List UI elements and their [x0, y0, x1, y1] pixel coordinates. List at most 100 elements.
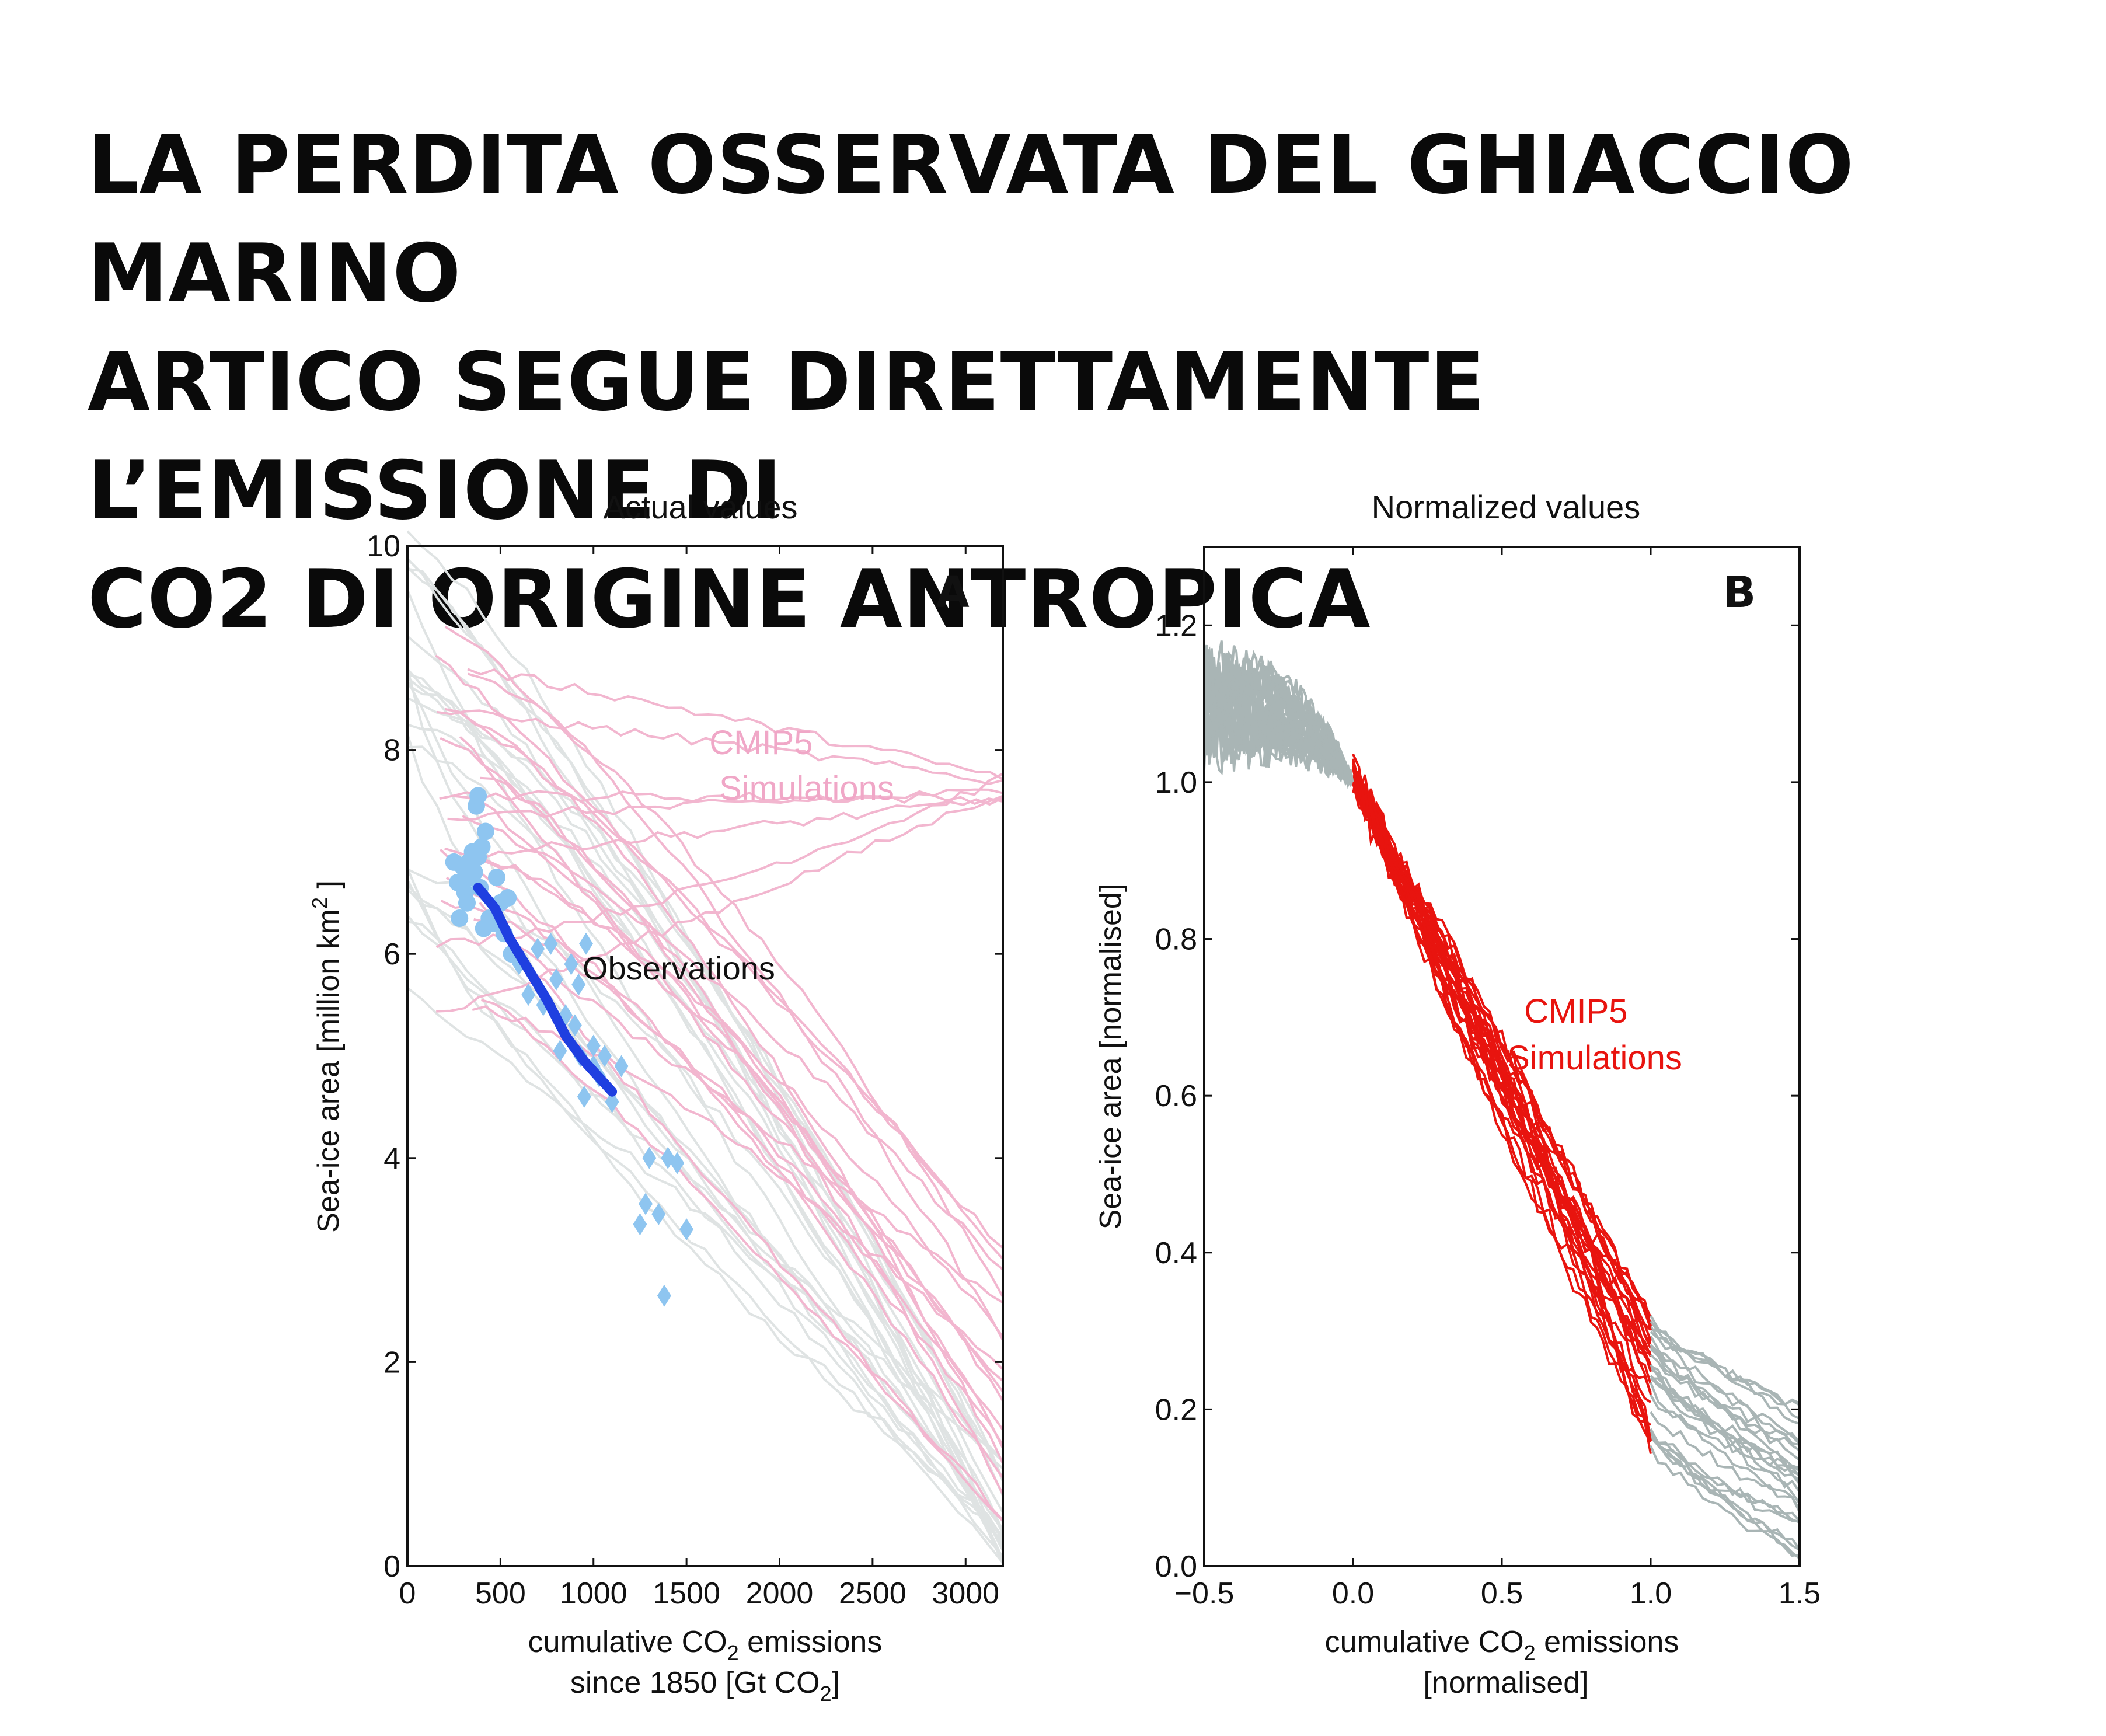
simulation-line-cmip5	[444, 847, 1004, 1338]
observation-point-diamond	[571, 973, 586, 996]
panel-a-ticks: 0 500 1000 1500 2000 2500 3000 0 2 4 6 8 10	[367, 529, 1003, 1610]
panel-b-ticks: −0.5 0.0 0.5 1.0 1.50.00.20.40.60.81.01.2	[1155, 547, 1821, 1610]
panel-a-frame	[406, 545, 1004, 1567]
observation-point-diamond	[605, 1090, 619, 1113]
simulation-line-future	[1650, 1430, 1801, 1560]
panel-a-ylabel: Sea-ice area [million km2 ]	[308, 880, 346, 1233]
x-tick-label: 0	[399, 1577, 416, 1610]
simulation-line-cmip5	[444, 625, 1004, 1341]
y-tick-label: 10	[367, 529, 400, 563]
observation-point-diamond	[670, 1152, 685, 1174]
panel-a-xlabel-line2: since 1850 [Gt CO2]	[570, 1666, 840, 1706]
simulation-line-cmip5	[459, 735, 1004, 1382]
panel-a-title: Actual values	[603, 489, 797, 525]
simulation-line-cmip5	[440, 900, 1004, 1431]
observation-point-diamond	[579, 932, 593, 955]
observation-point-diamond	[597, 1045, 612, 1067]
simulation-line-cmip5	[445, 876, 1004, 1479]
panel-a-observations	[445, 787, 694, 1307]
simulation-line-grey	[406, 867, 1004, 1540]
observation-point-diamond	[639, 1193, 653, 1215]
simulation-line-cmip5	[435, 654, 1004, 1249]
simulation-line-grey	[407, 723, 1004, 1564]
panel-a-lines	[406, 530, 1004, 1564]
observation-point-diamond	[586, 1034, 601, 1057]
observation-point-diamond	[577, 1085, 591, 1108]
y-tick-label: 0.2	[1155, 1393, 1197, 1427]
simulation-line-cmip5	[1352, 770, 1652, 1354]
simulation-line-historic	[1203, 653, 1354, 783]
simulation-line-cmip5	[453, 794, 1004, 1393]
simulation-line-future	[1650, 1365, 1801, 1504]
simulation-line-future	[1650, 1315, 1800, 1420]
panel-b-lines	[1203, 640, 1801, 1560]
simulation-line-cmip5	[1352, 763, 1652, 1372]
simulation-line-cmip5	[480, 998, 1004, 1521]
x-tick-label: 0.5	[1481, 1577, 1523, 1610]
observations-label: Observations	[583, 950, 775, 986]
y-tick-label: 6	[383, 937, 400, 971]
simulation-line-historic	[1203, 681, 1354, 784]
simulation-line-grey	[407, 868, 1004, 1531]
y-tick-label: 0.4	[1155, 1236, 1197, 1270]
observation-point-diamond	[521, 984, 536, 1006]
panel-b-letter: B	[1723, 567, 1756, 618]
observation-point-diamond	[564, 953, 578, 975]
ylabel-part: Sea-ice area [million km	[312, 909, 346, 1233]
xlabel-part: emissions	[739, 1625, 883, 1659]
simulation-line-cmip5	[1352, 782, 1652, 1454]
simulation-line-cmip5	[467, 668, 1003, 780]
simulation-line-future	[1650, 1394, 1801, 1485]
simulation-line-cmip5	[1352, 759, 1652, 1341]
title-line: LA PERDITA OSSERVATA DEL GHIACCIO MARINO	[88, 118, 1854, 320]
x-tick-label: −0.5	[1174, 1577, 1235, 1610]
simulation-line-grey	[406, 914, 1004, 1462]
simulation-line-grey	[406, 668, 1004, 1560]
simulation-line-grey	[406, 986, 1004, 1470]
x-tick-label: 3000	[932, 1577, 999, 1610]
simulation-line-future	[1650, 1335, 1801, 1444]
simulation-line-cmip5	[436, 794, 1003, 1013]
observation-point-circle	[476, 822, 494, 841]
observation-point-diamond	[549, 968, 563, 991]
page-title: LA PERDITA OSSERVATA DEL GHIACCIO MARINO…	[88, 111, 2043, 654]
observation-point-circle	[469, 848, 487, 866]
xlabel-subscript: 2	[727, 1641, 739, 1665]
x-tick-label: 0.0	[1332, 1577, 1374, 1610]
observation-point-diamond	[651, 1202, 666, 1225]
simulation-line-cmip5	[444, 707, 1004, 1260]
observation-point-circle	[488, 869, 505, 887]
observation-point-circle	[465, 863, 483, 881]
x-tick-label: 1.5	[1779, 1577, 1821, 1610]
xlabel-subscript: 2	[1524, 1641, 1536, 1665]
simulation-line-future	[1650, 1364, 1801, 1493]
simulation-line-cmip5	[461, 712, 1004, 1464]
simulation-line-future	[1650, 1344, 1801, 1472]
xlabel-part: ]	[832, 1666, 840, 1700]
simulation-line-cmip5	[437, 709, 1003, 785]
simulation-line-future	[1650, 1431, 1800, 1524]
simulation-line-cmip5	[468, 672, 1004, 1298]
simulation-line-future	[1650, 1382, 1801, 1511]
panel-a-letter: A	[936, 567, 969, 618]
simulation-line-grey	[407, 921, 1004, 1564]
observation-point-diamond	[543, 932, 558, 955]
y-tick-label: 8	[383, 734, 400, 768]
y-tick-label: 0.6	[1155, 1079, 1197, 1113]
simulation-line-grey	[406, 679, 1004, 1557]
simulation-line-cmip5	[435, 772, 1003, 949]
observation-point-circle	[499, 889, 517, 907]
simulations-label-line: Simulations	[719, 769, 894, 807]
simulation-line-cmip5	[440, 737, 1004, 1495]
panel-a-xlabel: cumulative CO2 emissions	[528, 1625, 883, 1665]
observation-point-diamond	[567, 1014, 582, 1037]
xlabel-part: cumulative CO	[528, 1625, 727, 1659]
observation-point-diamond	[553, 1040, 567, 1062]
y-tick-label: 2	[383, 1345, 400, 1379]
x-tick-label: 500	[475, 1577, 526, 1610]
ylabel-part: ]	[312, 880, 346, 897]
panel-b-ylabel: Sea-ice area [normalised]	[1094, 884, 1128, 1230]
title-line: CO2 DI ORIGINE ANTROPICA	[88, 552, 1371, 646]
simulation-line-grey	[406, 635, 1004, 1534]
